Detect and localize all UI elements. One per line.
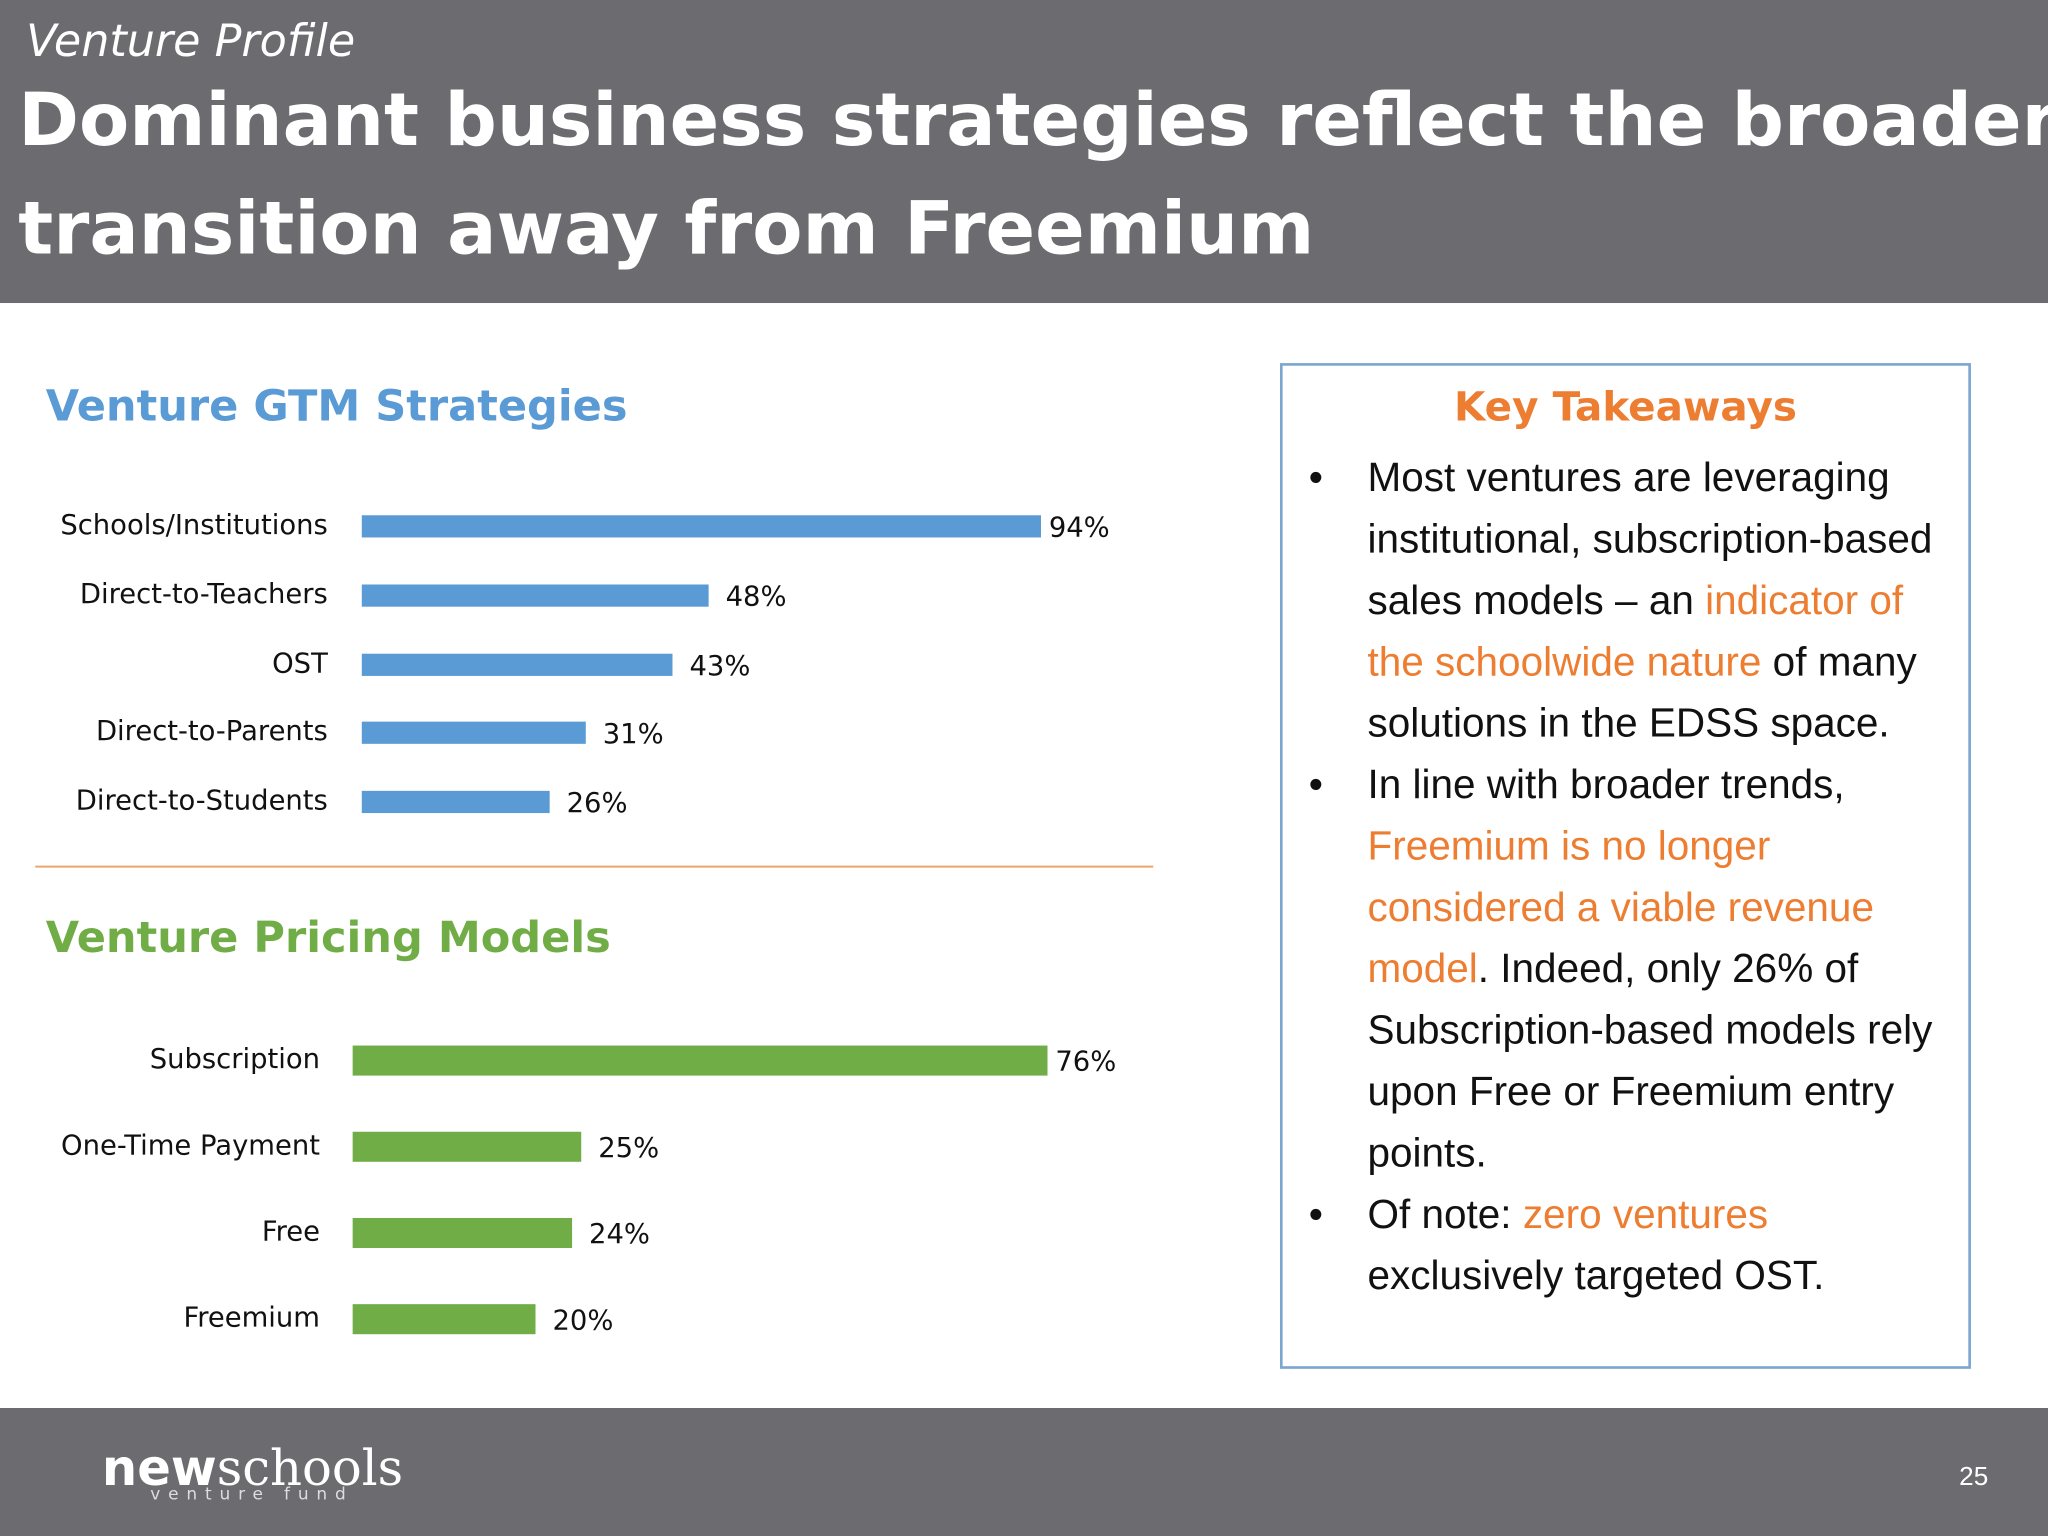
bullet-text: Of note:	[1367, 1191, 1523, 1237]
chart-title: Venture GTM Strategies	[46, 381, 628, 431]
bar	[352, 1045, 1048, 1076]
value-label: 26%	[567, 788, 628, 819]
bar	[361, 790, 550, 814]
value-label: 25%	[598, 1133, 659, 1164]
chart-title: Venture Pricing Models	[46, 913, 611, 963]
title-line: Dominant business strategies reflect the…	[18, 78, 2048, 164]
bar	[361, 584, 709, 607]
bar	[352, 1304, 536, 1335]
bullet-text: . Indeed, only 26% of Subscription-based…	[1367, 945, 1944, 1176]
value-label: 31%	[603, 719, 664, 750]
category-label: Freemium	[183, 1303, 320, 1334]
logo-bold: new	[101, 1439, 217, 1497]
bullet: Most ventures are leveraging institution…	[1309, 447, 1959, 754]
kicker: Venture Profile	[26, 15, 356, 68]
bar	[361, 653, 673, 676]
bullet: In line with broader trends, Freemium is…	[1309, 754, 1959, 1184]
title-line: transition away from Freemium	[18, 186, 1315, 272]
category-label: Direct-to-Parents	[96, 716, 328, 747]
bar	[352, 1131, 582, 1162]
bar	[352, 1217, 573, 1248]
category-label: One-Time Payment	[61, 1130, 320, 1161]
bullet: Of note: zero ventures exclusively targe…	[1309, 1183, 1959, 1306]
header: Venture Profile Dominant business strate…	[0, 0, 2048, 304]
logo: newschools	[102, 1439, 403, 1496]
highlight-text: zero ventures	[1522, 1191, 1769, 1237]
bullet-text: of many solutions in the EDSS space.	[1367, 638, 1928, 746]
value-label: 48%	[726, 582, 787, 613]
logo-rest: schools	[216, 1439, 404, 1497]
bar	[361, 515, 1041, 538]
value-label: 43%	[689, 651, 750, 682]
page-number: 25	[1959, 1462, 1989, 1492]
highlight-text: indicator of the schoolwide nature	[1367, 577, 1915, 685]
category-label: Direct-to-Students	[76, 785, 328, 816]
value-label: 94%	[1049, 512, 1110, 543]
value-label: 20%	[552, 1305, 613, 1336]
logo-sub: venture fund	[150, 1485, 354, 1505]
category-label: Subscription	[150, 1044, 320, 1075]
takeaways-box: Key Takeaways Most ventures are leveragi…	[1279, 363, 1971, 1369]
category-label: Direct-to-Teachers	[80, 579, 328, 610]
bullet-text: exclusively targeted OST.	[1367, 1191, 1825, 1299]
takeaways-title: Key Takeaways	[1453, 383, 1797, 432]
takeaways-list: Most ventures are leveraging institution…	[1309, 447, 1959, 1306]
highlight-text: Freemium is no longer considered a viabl…	[1367, 822, 1886, 992]
bullet-text: In line with broader trends,	[1367, 761, 1856, 808]
bullet-text: Most ventures are leveraging institution…	[1367, 454, 1944, 624]
bar	[361, 721, 586, 744]
value-label: 24%	[589, 1219, 650, 1250]
footer: newschools venture fund 25	[0, 1407, 2048, 1536]
category-label: Schools/Institutions	[60, 510, 327, 541]
value-label: 76%	[1055, 1047, 1116, 1078]
charts: Venture GTM Strategies Schools/Institutio…	[35, 381, 1154, 1336]
category-label: OST	[272, 648, 328, 679]
category-label: Free	[262, 1216, 320, 1247]
